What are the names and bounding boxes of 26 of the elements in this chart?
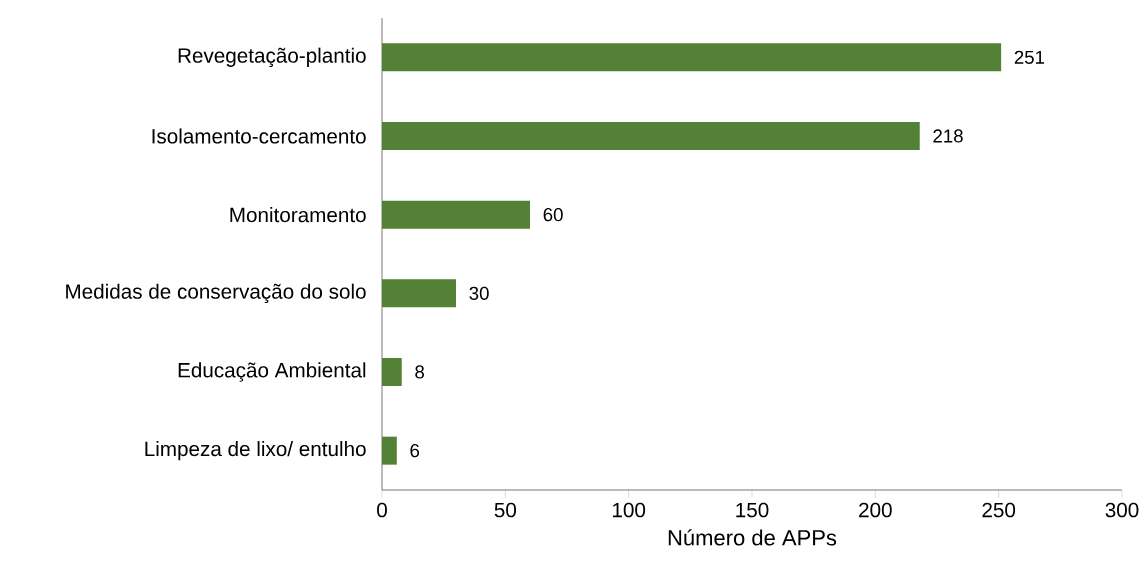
y-tick-label: Revegetação-plantio — [178, 47, 366, 67]
x-tick-label: 50 — [494, 502, 517, 518]
x-tick-label: 100 — [613, 502, 646, 518]
y-tick-label: Isolamento-cercamento — [152, 128, 366, 144]
data-label: 6 — [410, 444, 420, 458]
data-label: 251 — [1014, 50, 1045, 64]
x-tick-label: 200 — [859, 502, 892, 518]
bar — [382, 122, 920, 150]
y-tick-label: Monitoramento — [230, 207, 366, 223]
x-tick-label: 0 — [377, 502, 387, 518]
bar — [382, 200, 530, 229]
bar — [382, 436, 397, 465]
data-label: 30 — [469, 286, 489, 300]
x-tick-label: 300 — [1105, 502, 1139, 518]
bar — [382, 279, 456, 308]
y-tick-label: Limpeza de lixo/ entulho — [145, 441, 366, 461]
x-axis-title: Número de APPs — [668, 529, 837, 546]
bar — [382, 43, 1002, 72]
bar — [382, 357, 402, 386]
y-tick-label: Medidas de conservação do solo — [66, 283, 366, 303]
x-tick-label: 250 — [982, 502, 1016, 518]
data-label: 8 — [415, 365, 425, 379]
x-tick-label: 150 — [736, 502, 769, 518]
data-label: 218 — [933, 129, 963, 143]
y-tick-label: Educação Ambiental — [178, 362, 366, 382]
data-label: 60 — [543, 208, 563, 222]
